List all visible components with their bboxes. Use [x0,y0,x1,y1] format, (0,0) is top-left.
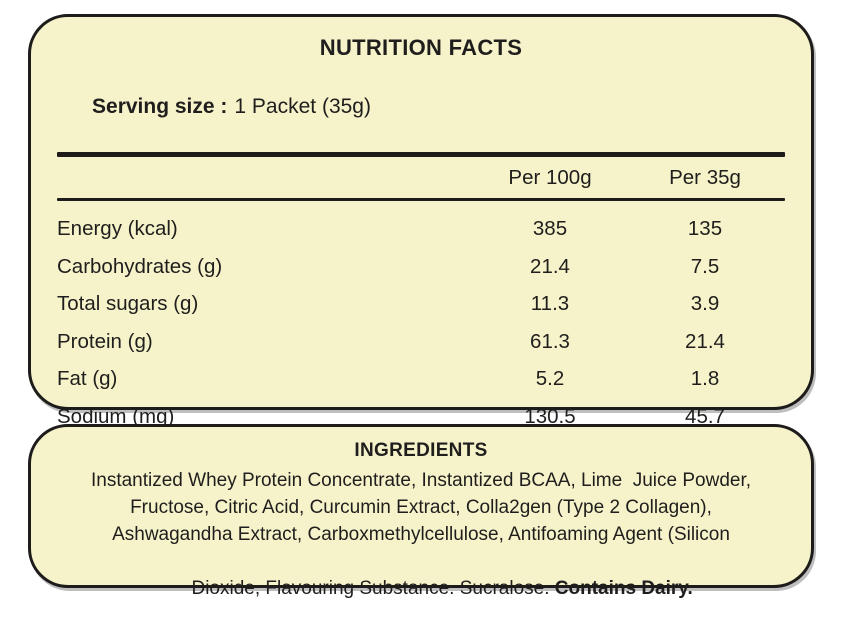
nutrient-per-100g: 21.4 [530,254,570,278]
ingredients-line-4-text: Dioxide, Flavouring Substance. Sucralose… [191,578,555,599]
table-header-row: Per 100g Per 35g [57,157,785,198]
nutrient-name: Sodium (mg) [57,404,175,428]
contains-dairy-text: Contains Dairy. [554,578,693,599]
nutrient-per-100g: 61.3 [530,329,570,353]
table-row-protein: Protein (g) 61.3 21.4 [57,323,785,361]
ingredients-text: Instantized Whey Protein Concentrate, In… [53,467,789,629]
nutrient-per-35g: 7.5 [690,254,720,278]
nutrient-per-100g: 385 [532,217,568,241]
serving-size-label: Serving size : [92,95,228,118]
serving-size-value: 1 Packet (35g) [234,95,371,118]
table-row-total-sugars: Total sugars (g) 11.3 3.9 [57,286,785,324]
divider-thin [57,198,785,201]
nutrient-per-35g: 3.9 [690,292,720,316]
ingredients-line-3: Ashwagandha Extract, Carboxmethylcellulo… [112,524,730,545]
nutrient-per-35g: 45.7 [685,404,725,428]
nutrient-per-100g: 11.3 [530,292,570,316]
serving-size-line: Serving size : 1 Packet (35g) [57,71,785,143]
table-row-fat: Fat (g) 5.2 1.8 [57,361,785,399]
nutrient-per-35g: 1.8 [690,367,720,391]
column-header-per-35g: Per 35g [669,165,741,189]
ingredients-title: INGREDIENTS [354,440,488,461]
nutrient-name: Total sugars (g) [57,292,199,316]
table-row-carbohydrates: Carbohydrates (g) 21.4 7.5 [57,248,785,286]
nutrient-per-35g: 135 [687,217,723,241]
column-header-per-100g: Per 100g [508,165,592,189]
nutrient-name: Energy (kcal) [57,217,178,241]
nutrient-name: Protein (g) [57,329,153,353]
table-row-sodium: Sodium (mg) 130.5 45.7 [57,398,785,436]
nutrient-per-100g: 130.5 [524,404,576,428]
ingredients-line-1: Instantized Whey Protein Concentrate, In… [90,470,752,491]
nutrient-per-35g: 21.4 [685,329,725,353]
divider-thick [57,152,785,157]
ingredients-line-4: Dioxide, Flavouring Substance. Sucralose… [53,548,789,629]
ingredients-line-2: Fructose, Citric Acid, Curcumin Extract,… [130,497,712,518]
nutrition-facts-title: NUTRITION FACTS [319,35,523,60]
nutrient-per-100g: 5.2 [535,367,565,391]
ingredients-panel: INGREDIENTS Instantized Whey Protein Con… [28,424,814,599]
nutrition-label-page: NUTRITION FACTS Serving size : 1 Packet (… [28,14,814,599]
nutrient-name: Carbohydrates (g) [57,254,223,278]
table-row-energy: Energy (kcal) 385 135 [57,211,785,249]
nutrition-table-body: Energy (kcal) 385 135 Carbohydrates (g) … [57,201,785,436]
nutrient-name: Fat (g) [57,367,118,391]
nutrition-facts-panel: NUTRITION FACTS Serving size : 1 Packet (… [28,14,814,428]
